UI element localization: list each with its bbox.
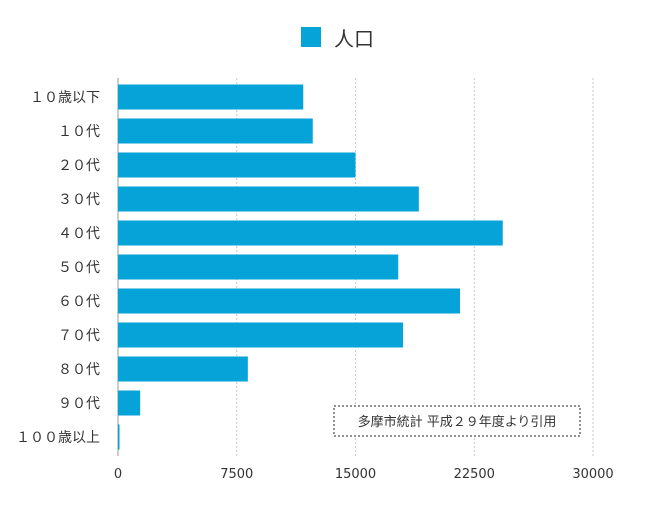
bar <box>118 424 120 450</box>
source-annotation: 多摩市統計 平成２９年度より引用 <box>333 405 581 437</box>
bar <box>118 118 313 144</box>
bar <box>118 84 304 110</box>
category-label: ４０代 <box>58 226 100 242</box>
category-label: ７０代 <box>58 328 100 344</box>
x-tick-labels: 0 7500 15000 22500 30000 <box>114 467 614 482</box>
bar <box>118 288 460 314</box>
category-label: ３０代 <box>58 192 100 208</box>
bar <box>118 356 248 382</box>
bar <box>118 390 141 416</box>
category-label: ５０代 <box>58 260 100 276</box>
bar <box>118 186 419 212</box>
x-tick-label: 22500 <box>454 467 495 482</box>
bar <box>118 220 503 246</box>
x-tick-label: 15000 <box>335 467 376 482</box>
category-labels: １０歳以下 １０代 ２０代 ３０代 ４０代 ５０代 ６０代 ７０代 ８０代 ９０代 １００歳以上 <box>16 90 100 446</box>
category-label: １０歳以下 <box>30 90 100 106</box>
category-label: ２０代 <box>58 158 100 174</box>
category-label: １０代 <box>58 124 100 140</box>
annotation-text: 多摩市統計 平成２９年度より引用 <box>358 414 557 430</box>
legend-label: 人口 <box>334 27 374 51</box>
bars <box>118 84 503 450</box>
x-tick-label: 7500 <box>220 467 253 482</box>
category-label: １００歳以上 <box>16 430 100 446</box>
legend: 人口 <box>301 27 374 51</box>
bar <box>118 254 399 280</box>
annotation-box <box>333 405 581 437</box>
x-tick-label: 30000 <box>572 467 613 482</box>
legend-swatch <box>301 27 321 47</box>
bar <box>118 152 356 178</box>
bar <box>118 322 403 348</box>
category-label: ６０代 <box>58 294 100 310</box>
category-label: ９０代 <box>58 396 100 412</box>
category-label: ８０代 <box>58 362 100 378</box>
x-tick-label: 0 <box>114 467 122 482</box>
